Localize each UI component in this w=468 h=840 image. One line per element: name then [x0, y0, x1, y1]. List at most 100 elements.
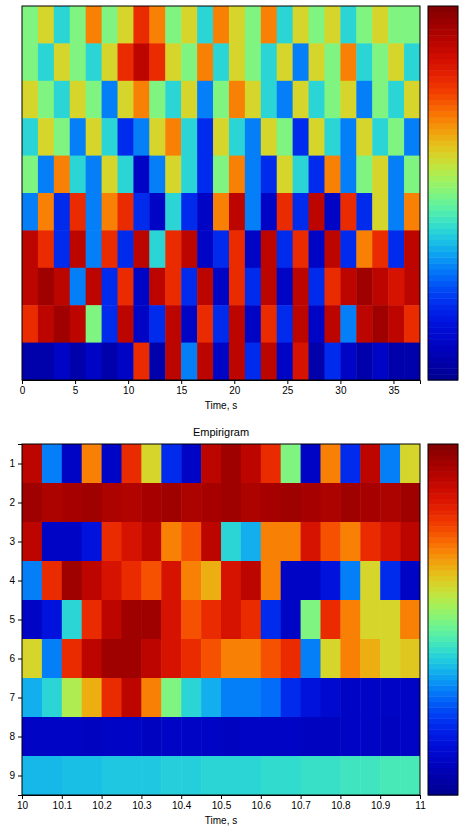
- colorbar-step: [428, 257, 458, 263]
- cell: [102, 678, 122, 718]
- x-tick-label: 30: [335, 385, 347, 396]
- cell: [70, 193, 86, 231]
- colorbar-step: [428, 333, 458, 339]
- cell: [62, 522, 82, 562]
- cell: [400, 483, 420, 523]
- x-tick-mark: [234, 380, 235, 384]
- cell: [404, 343, 420, 380]
- cell: [197, 118, 213, 156]
- cell: [356, 230, 372, 268]
- colorbar-step: [428, 100, 458, 106]
- cell: [201, 561, 221, 601]
- cell: [38, 230, 54, 268]
- cell: [161, 639, 181, 679]
- cell: [118, 230, 134, 268]
- x-tick-mark: [221, 795, 222, 799]
- x-tick: 25: [282, 380, 294, 396]
- colorbar-step: [428, 757, 458, 763]
- cell: [38, 343, 54, 380]
- x-tick-mark: [420, 795, 421, 799]
- cell: [181, 444, 201, 484]
- colorbar-step: [428, 94, 458, 100]
- cell: [340, 305, 356, 343]
- cell: [293, 268, 309, 306]
- cell: [229, 343, 245, 380]
- cell: [82, 600, 102, 640]
- colorbar-step: [428, 746, 458, 752]
- cell: [62, 444, 82, 484]
- colorbar-step: [428, 565, 458, 571]
- cell: [165, 268, 181, 306]
- cell: [372, 81, 388, 119]
- cell: [261, 522, 281, 562]
- colorbar-step: [428, 351, 458, 357]
- cell: [360, 522, 380, 562]
- cell: [149, 230, 165, 268]
- x-tick-label: 11: [415, 800, 426, 811]
- cell: [245, 118, 261, 156]
- cell: [122, 600, 142, 640]
- cell: [197, 343, 213, 380]
- cell: [70, 81, 86, 119]
- colorbar-step: [428, 449, 458, 455]
- cell: [181, 305, 197, 343]
- cell: [356, 156, 372, 194]
- x-tick-label: 10.2: [92, 800, 112, 811]
- cell: [301, 561, 321, 601]
- x-tick-label: 10: [123, 385, 135, 396]
- cell: [22, 118, 38, 156]
- cell: [213, 343, 229, 380]
- cell: [165, 81, 181, 119]
- colorbar-step: [428, 368, 458, 374]
- cell: [165, 156, 181, 194]
- cell: [321, 639, 341, 679]
- cell: [404, 6, 420, 44]
- cell: [229, 305, 245, 343]
- colorbar-step: [428, 222, 458, 228]
- cell: [293, 81, 309, 119]
- cell: [340, 444, 360, 484]
- cell: [309, 118, 325, 156]
- x-tick-label: 20: [229, 385, 241, 396]
- cell: [261, 343, 277, 380]
- x-tick-mark: [181, 795, 182, 799]
- x-axis-title: Time, s: [205, 815, 237, 826]
- x-tick-mark: [141, 795, 142, 799]
- cell: [340, 522, 360, 562]
- cell: [221, 483, 241, 523]
- cell: [261, 81, 277, 119]
- cell: [22, 483, 42, 523]
- cell: [293, 230, 309, 268]
- cell: [380, 444, 400, 484]
- cell: [102, 305, 118, 343]
- colorbar-step: [428, 123, 458, 129]
- cell: [340, 561, 360, 601]
- cell: [102, 561, 122, 601]
- cell: [340, 6, 356, 44]
- cell: [161, 561, 181, 601]
- cell: [118, 343, 134, 380]
- cell: [149, 81, 165, 119]
- colorbar-step: [428, 526, 458, 532]
- x-tick-label: 0: [20, 385, 26, 396]
- colorbar-step: [428, 24, 458, 30]
- cell: [245, 6, 261, 44]
- cell: [324, 230, 340, 268]
- x-tick-label: 10.1: [53, 800, 73, 811]
- x-tick: 30: [335, 380, 347, 396]
- x-tick-mark: [340, 795, 341, 799]
- cell: [201, 639, 221, 679]
- y-tick: 1: [9, 458, 22, 469]
- cell: [324, 43, 340, 81]
- cell: [213, 268, 229, 306]
- cell: [82, 678, 102, 718]
- cell: [201, 678, 221, 718]
- cell: [241, 522, 261, 562]
- colorbar-step: [428, 718, 458, 724]
- x-tick: 10.3: [132, 795, 152, 811]
- y-tick: 9: [9, 770, 22, 781]
- cell: [181, 43, 197, 81]
- colorbar-step: [428, 88, 458, 94]
- cell: [213, 81, 229, 119]
- cell: [261, 678, 281, 718]
